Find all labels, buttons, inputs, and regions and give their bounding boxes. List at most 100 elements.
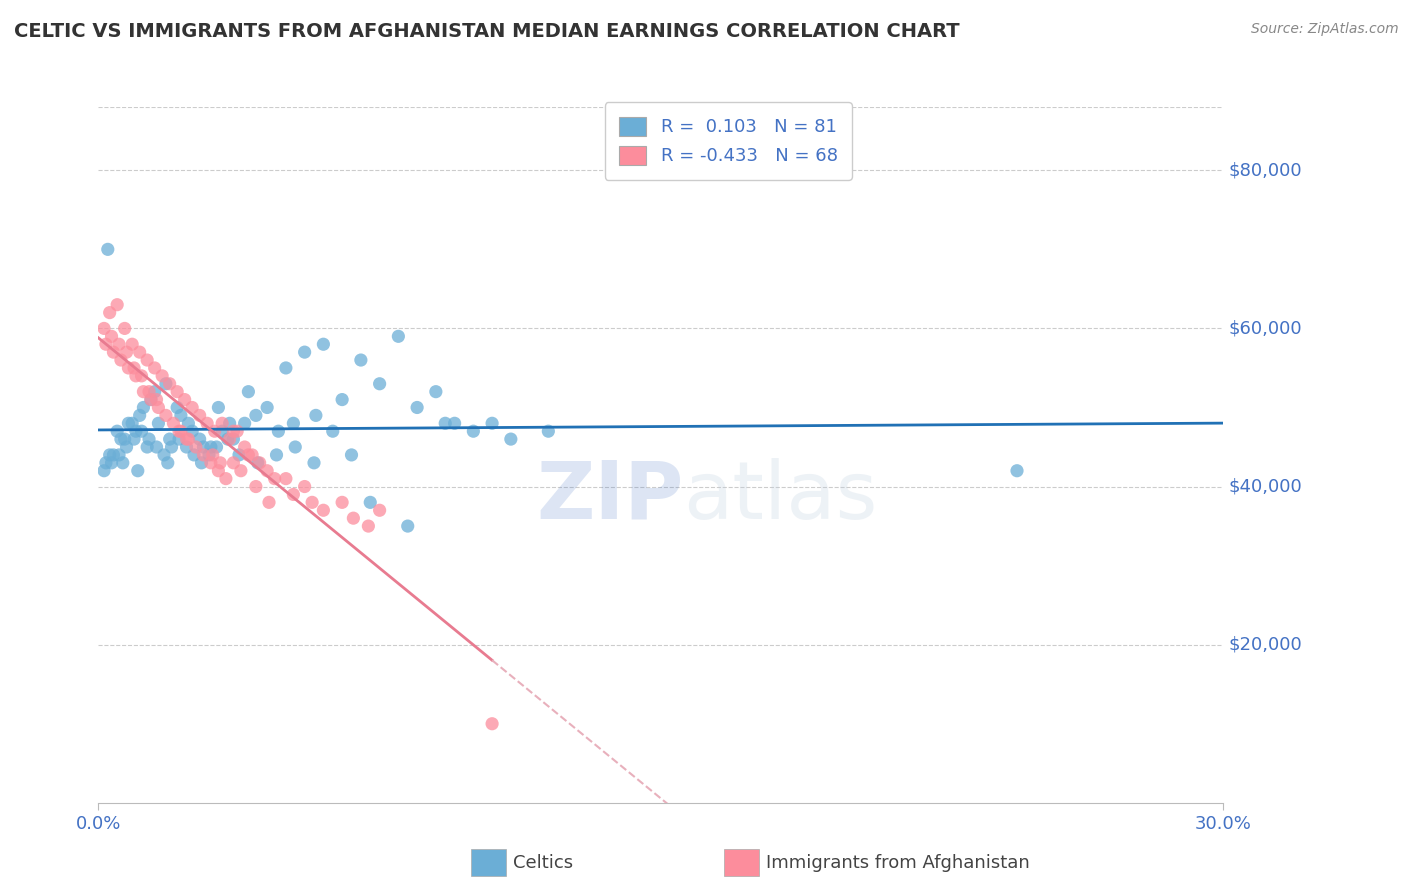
Point [274,472,297,486]
Point [93,321,115,335]
Point [127,464,149,478]
Point [173,392,195,407]
Point [166,384,188,399]
Point [396,519,419,533]
Point [188,432,211,446]
Point [238,384,260,399]
Point [98,448,121,462]
Point [342,511,364,525]
Point [131,368,153,383]
Point [195,417,218,431]
Point [201,448,224,462]
Point [240,448,263,462]
Point [100,329,122,343]
Point [108,337,131,351]
Point [121,417,143,431]
Text: $60,000: $60,000 [1229,319,1302,337]
Point [263,472,285,486]
Point [167,432,190,446]
Point [128,345,150,359]
Point [122,361,145,376]
Point [249,456,271,470]
Point [115,345,138,359]
Point [330,392,353,407]
Point [181,424,204,438]
Point [200,456,222,470]
Point [357,519,380,533]
Point [170,424,193,438]
Point [148,401,170,415]
Point [176,440,198,454]
Point [103,345,125,359]
Text: ZIP: ZIP [536,458,683,536]
Point [103,448,125,462]
Point [131,424,153,438]
Point [238,448,260,462]
Point [117,417,139,431]
Point [463,424,485,438]
Point [266,448,288,462]
Point [159,376,181,391]
Point [128,409,150,423]
Point [93,464,115,478]
Point [226,424,249,438]
Point [443,417,465,431]
Point [122,432,145,446]
Point [181,401,204,415]
Point [218,417,240,431]
Point [100,456,122,470]
Point [138,432,160,446]
Point [205,440,228,454]
Text: atlas: atlas [683,458,877,536]
Point [322,424,344,438]
Point [537,424,560,438]
Point [294,345,316,359]
Point [108,448,131,462]
Point [217,432,239,446]
Point [233,440,256,454]
Point [136,353,159,368]
Point [246,456,269,470]
Point [97,243,120,257]
Point [283,487,305,501]
Point [387,329,409,343]
Point [233,417,256,431]
Point [184,440,207,454]
Point [481,417,503,431]
Point [160,440,183,454]
Point [312,337,335,351]
Point [136,440,159,454]
Legend: R =  0.103   N = 81, R = -0.433   N = 68: R = 0.103 N = 81, R = -0.433 N = 68 [605,103,852,180]
Point [121,337,143,351]
Point [132,384,155,399]
Point [245,479,267,493]
Point [434,417,457,431]
Point [115,440,138,454]
Point [499,432,522,446]
Point [368,376,391,391]
Point [148,417,170,431]
Point [114,432,136,446]
Point [143,384,166,399]
Text: Celtics: Celtics [513,854,574,871]
Point [155,409,177,423]
Point [256,464,278,478]
Point [125,368,148,383]
Point [156,456,179,470]
Point [114,321,136,335]
Point [167,424,190,438]
Point [330,495,353,509]
Text: Immigrants from Afghanistan: Immigrants from Afghanistan [766,854,1031,871]
Point [193,448,215,462]
Text: CELTIC VS IMMIGRANTS FROM AFGHANISTAN MEDIAN EARNINGS CORRELATION CHART: CELTIC VS IMMIGRANTS FROM AFGHANISTAN ME… [14,22,960,41]
Point [159,432,181,446]
Point [218,432,240,446]
Point [193,440,215,454]
Point [139,392,162,407]
Point [222,432,245,446]
Point [209,456,232,470]
Point [284,440,307,454]
Point [267,424,290,438]
Point [139,392,162,407]
Point [94,456,117,470]
